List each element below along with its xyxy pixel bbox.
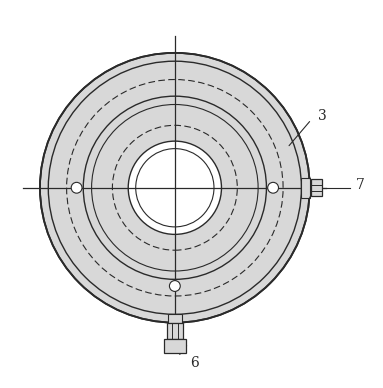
Circle shape (71, 182, 82, 193)
Circle shape (268, 182, 278, 193)
Bar (311, 179, 322, 196)
Circle shape (128, 141, 221, 234)
Text: 6: 6 (190, 356, 198, 370)
Circle shape (169, 281, 180, 291)
Circle shape (40, 53, 310, 323)
Bar (164, 339, 186, 353)
Bar (168, 314, 182, 323)
Bar (167, 323, 183, 339)
Text: 3: 3 (318, 109, 327, 123)
Bar (301, 178, 310, 198)
Text: 7: 7 (356, 178, 365, 192)
